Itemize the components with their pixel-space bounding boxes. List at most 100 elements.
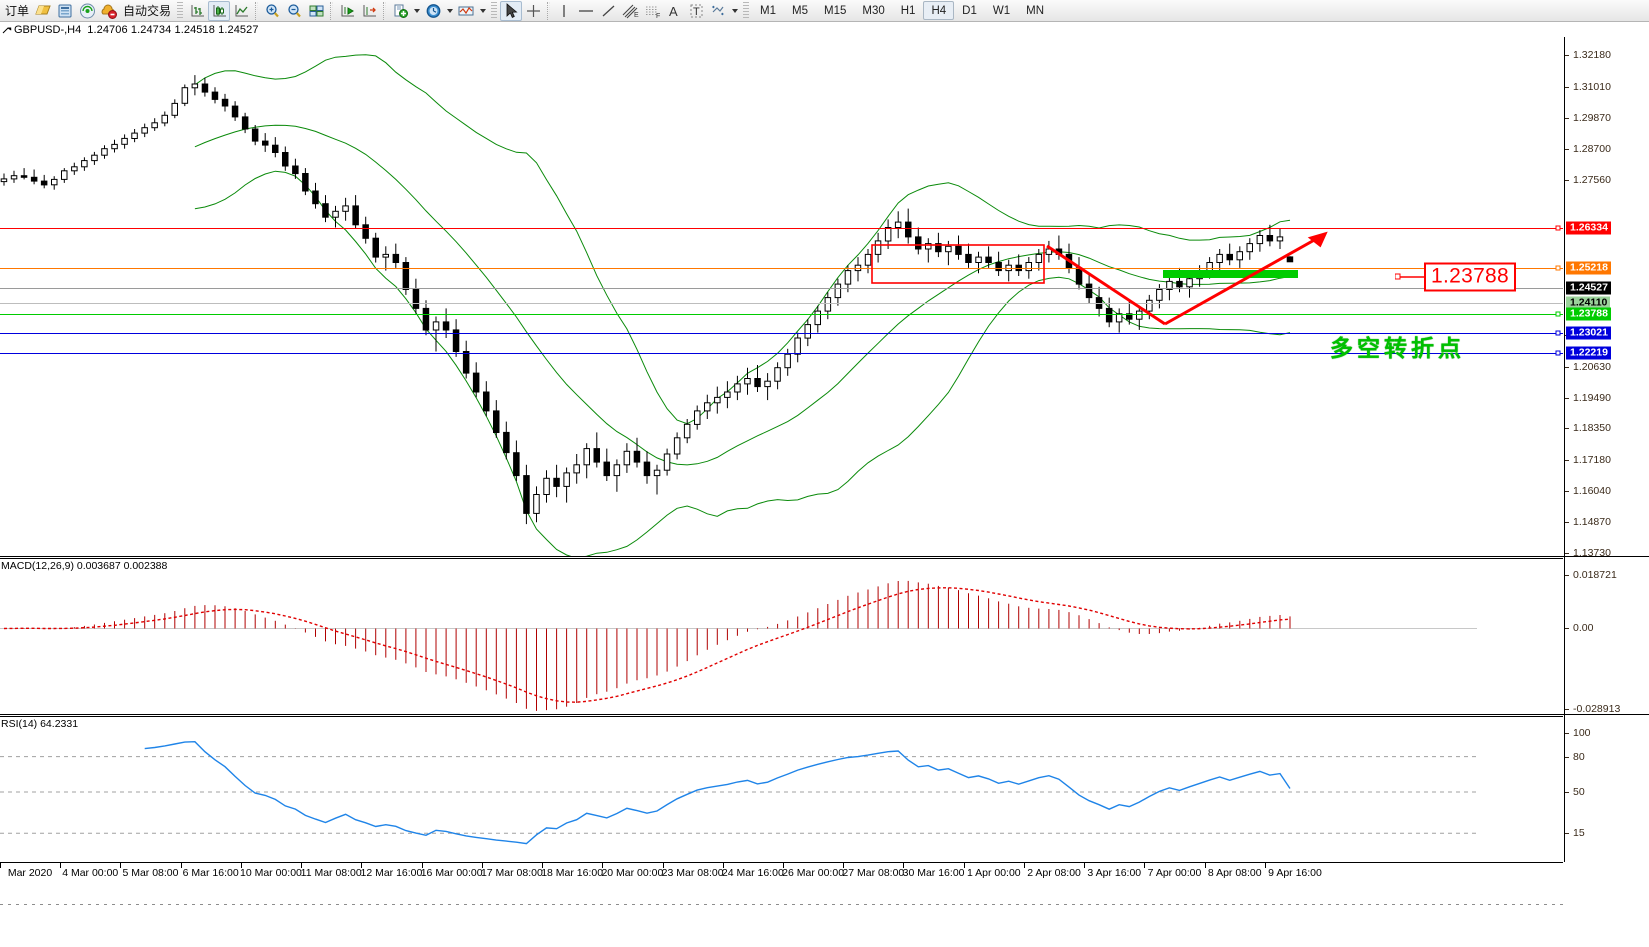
rsi-axis[interactable]: 100 80 50 15 <box>1564 715 1649 862</box>
new-object-icon[interactable] <box>389 1 411 21</box>
price-axis-tick: 1.17180 <box>1565 454 1611 466</box>
fibonacci-retracement-icon[interactable]: F <box>641 1 663 21</box>
period-dropdown-caret[interactable] <box>444 1 455 21</box>
price-pane[interactable]: 1.23788 多空转折点 1.32180 1.31010 1.29870 1.287… <box>0 37 1649 559</box>
price-axis-tick: 1.14870 <box>1565 516 1611 528</box>
horizontal-line-icon[interactable] <box>575 1 597 21</box>
zoom-out-icon[interactable] <box>283 1 305 21</box>
timeframe-h1[interactable]: H1 <box>900 4 916 17</box>
signal-icon[interactable] <box>76 1 98 21</box>
new-object-dropdown-caret[interactable] <box>411 1 422 21</box>
price-level-badge[interactable]: 1.24110 <box>1566 296 1611 310</box>
tile-windows-icon[interactable] <box>305 1 327 21</box>
horizontal-scrollbar[interactable] <box>0 902 1563 908</box>
price-axis-tick: 1.32180 <box>1565 49 1611 61</box>
cloud-block-icon[interactable] <box>98 1 120 21</box>
time-axis-tick <box>963 863 965 868</box>
timeframe-w1[interactable]: W1 <box>992 4 1011 17</box>
time-axis-label: 5 Mar 08:00 <box>122 867 179 879</box>
time-axis-tick <box>240 863 242 868</box>
macd-axis-tick: 0.018721 <box>1565 569 1617 581</box>
price-level-handle[interactable] <box>1555 311 1561 317</box>
rsi-plot-area[interactable] <box>0 715 1563 863</box>
orders-menu-label[interactable]: 订单 <box>5 4 30 18</box>
toolbar-separator <box>330 1 334 20</box>
time-axis-tick <box>301 863 303 868</box>
templates-icon[interactable] <box>707 1 729 21</box>
price-level-line[interactable] <box>0 333 1563 334</box>
crosshair-icon[interactable] <box>522 1 544 21</box>
price-plot-area[interactable] <box>0 37 1563 556</box>
time-axis-tick <box>843 863 845 868</box>
macd-pane[interactable]: MACD(12,26,9) 0.003687 0.002388 0.018721… <box>0 556 1649 715</box>
equidistant-channel-icon[interactable]: E <box>619 1 641 21</box>
price-level-badge[interactable]: 1.23021 <box>1566 326 1611 340</box>
bar-chart-type-icon[interactable] <box>186 1 208 21</box>
zoom-in-icon[interactable] <box>261 1 283 21</box>
period-clock-icon[interactable] <box>422 1 444 21</box>
candlestick-chart-type-icon[interactable] <box>208 0 231 21</box>
chart-shift-icon[interactable] <box>358 1 380 21</box>
database-icon[interactable] <box>54 1 76 21</box>
time-axis-tick <box>1023 863 1025 868</box>
timeframe-h4[interactable]: H4 <box>923 1 955 20</box>
toolbar-grip[interactable] <box>177 1 184 20</box>
price-level-badge[interactable]: 1.25218 <box>1566 261 1611 275</box>
time-axis-tick <box>722 863 724 868</box>
auto-scroll-icon[interactable] <box>336 1 358 21</box>
timeframe-d1[interactable]: D1 <box>962 4 977 17</box>
timeframe-mn[interactable]: MN <box>1026 4 1044 17</box>
vertical-line-icon[interactable] <box>553 1 575 21</box>
macd-axis[interactable]: 0.018721 0.00 -0.028913 <box>1564 557 1649 715</box>
trendline-icon[interactable] <box>597 1 619 21</box>
price-level-line[interactable] <box>0 228 1563 229</box>
price-axis-tick: 1.18350 <box>1565 422 1611 434</box>
indicators-dropdown-caret[interactable] <box>477 1 488 21</box>
price-level-line[interactable] <box>0 268 1563 269</box>
price-level-handle[interactable] <box>1555 350 1561 356</box>
price-level-badge[interactable]: 1.26334 <box>1566 221 1611 235</box>
toolbar-grip[interactable] <box>491 1 498 20</box>
auto-trading-label[interactable]: 自动交易 <box>123 4 172 18</box>
timeframe-m15[interactable]: M15 <box>824 4 847 17</box>
text-label-icon[interactable]: A <box>663 1 685 21</box>
macd-axis-tick: -0.028913 <box>1565 703 1620 715</box>
macd-plot-area[interactable] <box>0 557 1563 715</box>
main-toolbar: 订单 <box>0 0 1649 22</box>
time-axis-tick <box>782 863 784 868</box>
price-level-badge[interactable]: 1.23788 <box>1566 307 1611 321</box>
indicators-icon[interactable] <box>455 1 477 21</box>
price-level-line[interactable] <box>0 353 1563 354</box>
macd-pane-divider <box>0 558 1563 559</box>
toolbar-grip[interactable] <box>743 1 750 20</box>
time-axis-tick <box>903 863 905 868</box>
price-level-handle[interactable] <box>1555 330 1561 336</box>
timeframe-m30[interactable]: M30 <box>862 4 885 17</box>
price-level-badge[interactable]: 1.22219 <box>1566 346 1611 360</box>
line-chart-type-icon[interactable] <box>230 1 252 21</box>
time-axis-label: 11 Mar 08:00 <box>300 867 362 879</box>
timeframe-m5[interactable]: M5 <box>792 4 808 17</box>
price-level-handle[interactable] <box>1555 265 1561 271</box>
price-axis[interactable]: 1.321801.310101.298701.287001.275601.218… <box>1564 37 1649 559</box>
time-axis-label: 1 Apr 00:00 <box>966 867 1021 879</box>
toolbar-separator <box>547 1 551 20</box>
templates-dropdown-caret[interactable] <box>729 1 740 21</box>
price-level-handle[interactable] <box>1555 225 1561 231</box>
price-level-line[interactable] <box>0 288 1563 289</box>
text-box-icon[interactable]: T <box>685 1 707 21</box>
time-axis[interactable]: Mar 2020 4 Mar 00:00 5 Mar 08:00 6 Mar 16:0… <box>0 862 1563 902</box>
price-level-line[interactable] <box>0 314 1563 315</box>
time-axis-label: 26 Mar 00:00 <box>782 867 845 879</box>
folder-icon[interactable] <box>32 1 54 21</box>
time-axis-label: 9 Apr 16:00 <box>1268 867 1322 879</box>
timeframe-m1[interactable]: M1 <box>760 4 777 17</box>
rsi-axis-tick: 50 <box>1565 786 1585 798</box>
rsi-pane[interactable]: RSI(14) 64.2331 100 80 50 15 <box>0 714 1649 862</box>
cursor-arrow-icon[interactable] <box>500 0 523 21</box>
bollinger-band-line <box>194 54 1291 425</box>
price-level-line[interactable] <box>0 303 1563 304</box>
time-axis-label: Mar 2020 <box>7 867 53 879</box>
price-level-badge[interactable]: 1.24527 <box>1566 281 1611 295</box>
